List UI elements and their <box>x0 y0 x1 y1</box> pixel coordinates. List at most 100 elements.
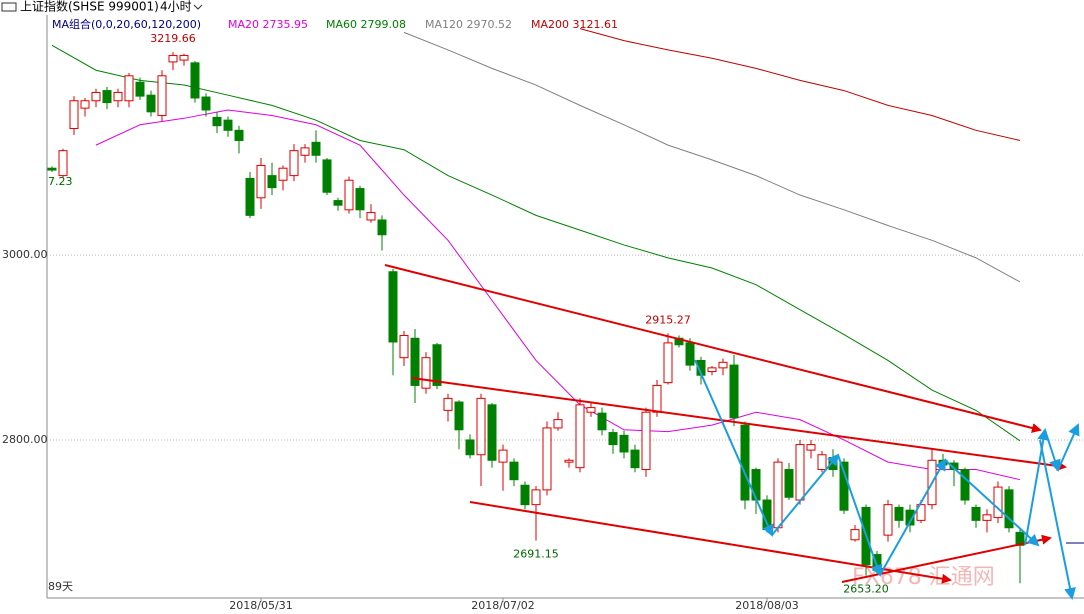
candle-body <box>883 504 893 536</box>
candle-body <box>850 529 860 541</box>
indicator-label: MA组合(0,0,20,60,120,200) <box>52 17 201 31</box>
wave-arrows <box>694 359 1080 600</box>
candle-body <box>190 62 200 99</box>
candle-body <box>553 419 563 429</box>
candle-body <box>322 159 332 193</box>
candle-body <box>993 486 1003 519</box>
price-annotation: 2653.20 <box>843 583 889 596</box>
candle-body <box>157 75 167 117</box>
ma-line <box>95 109 1021 481</box>
wave-arrow <box>944 459 1040 547</box>
candle-body <box>421 357 431 389</box>
candle-body <box>223 119 233 131</box>
trend-line <box>469 501 952 584</box>
candle-body <box>80 100 90 109</box>
candle-body <box>729 364 739 419</box>
candle-body <box>795 444 805 501</box>
candle-body <box>740 424 750 501</box>
ma-line <box>579 28 1021 141</box>
candle-body <box>960 469 970 501</box>
candle-body <box>410 337 420 386</box>
price-annotation: 3219.66 <box>150 32 196 45</box>
candle-body <box>300 147 310 156</box>
candle-body <box>47 167 57 171</box>
candle-body <box>564 459 574 463</box>
candle-body <box>245 177 255 216</box>
candle-body <box>531 489 541 506</box>
candle-body <box>971 506 981 521</box>
candle-body <box>355 188 365 211</box>
candle-body <box>982 514 992 521</box>
candle-body <box>1004 489 1014 529</box>
candle-body <box>894 506 904 521</box>
candle-body <box>751 469 761 501</box>
candle-body <box>663 342 673 384</box>
wave-arrow <box>879 458 946 576</box>
legend: MA组合(0,0,20,60,120,200) MA20 2735.95 MA60… <box>52 17 618 31</box>
candle-body <box>520 484 530 506</box>
candle-body <box>652 384 662 413</box>
instrument: 上证指数(SHSE 999001) <box>20 0 159 14</box>
candle-body <box>817 454 827 471</box>
candle-body <box>443 397 453 411</box>
candle-body <box>707 367 717 373</box>
candle-body <box>586 407 596 413</box>
candle-body <box>377 219 387 236</box>
legend-value: 2799.08 <box>361 18 407 31</box>
legend-entry: MA20 2735.95 <box>228 18 308 31</box>
candle-body <box>366 212 376 221</box>
wave-arrow <box>837 454 883 577</box>
trend-lines <box>384 264 1067 584</box>
candle-body <box>718 361 728 369</box>
candle-body <box>509 461 519 481</box>
candle-body <box>685 342 695 366</box>
period-count: 89天 <box>48 580 73 593</box>
candle-body <box>146 94 156 113</box>
wave-arrow <box>1044 429 1061 472</box>
candle-body <box>773 461 783 529</box>
candle-body <box>102 90 112 104</box>
candle-body <box>784 469 794 498</box>
candle-body <box>267 175 277 189</box>
ma-line <box>51 44 1021 442</box>
candle-body <box>476 397 486 456</box>
candle-body <box>432 344 442 386</box>
candle-body <box>454 401 464 431</box>
x-tick-label: 2018/07/02 <box>471 599 534 612</box>
wave-arrow <box>1039 439 1076 600</box>
wave-arrow <box>1057 423 1080 471</box>
candle-body <box>69 100 79 129</box>
x-tick-label: 2018/08/03 <box>735 599 798 612</box>
price-annotation: 7.23 <box>48 175 73 188</box>
period-chevron[interactable] <box>193 4 203 10</box>
candle-body <box>465 439 475 456</box>
candle-body <box>201 96 211 111</box>
candle-body <box>58 150 68 177</box>
legend-value: 3121.61 <box>573 18 619 31</box>
plot-area: 3000.00 2800.00 2018/05/31 2018/07/02 2018/0… <box>2 28 1084 612</box>
candle-body <box>575 404 585 469</box>
candle-body <box>91 91 101 102</box>
wave-arrow <box>694 359 774 537</box>
legend-name: MA120 <box>425 18 463 31</box>
y-tick-label: 3000.00 <box>2 248 48 261</box>
candle-body <box>212 116 222 127</box>
candle-body <box>542 427 552 491</box>
legend-entry: MA120 2970.52 <box>425 18 512 31</box>
candle-body <box>333 200 343 206</box>
candle-body <box>608 432 618 446</box>
legend-value: 2735.95 <box>263 18 309 31</box>
ma-line <box>403 31 1021 283</box>
period[interactable]: 4小时 <box>160 0 192 14</box>
x-tick-label: 2018/05/31 <box>229 599 292 612</box>
candle-body <box>135 81 145 97</box>
candle-body <box>641 411 651 471</box>
header: 上证指数(SHSE 999001) 4小时 <box>1 0 203 14</box>
candle-body <box>344 179 354 211</box>
candle-body <box>806 444 816 451</box>
candle-body <box>278 167 288 181</box>
candle-body <box>124 75 134 102</box>
legend-name: MA20 <box>228 18 259 31</box>
candle-body <box>234 129 244 141</box>
